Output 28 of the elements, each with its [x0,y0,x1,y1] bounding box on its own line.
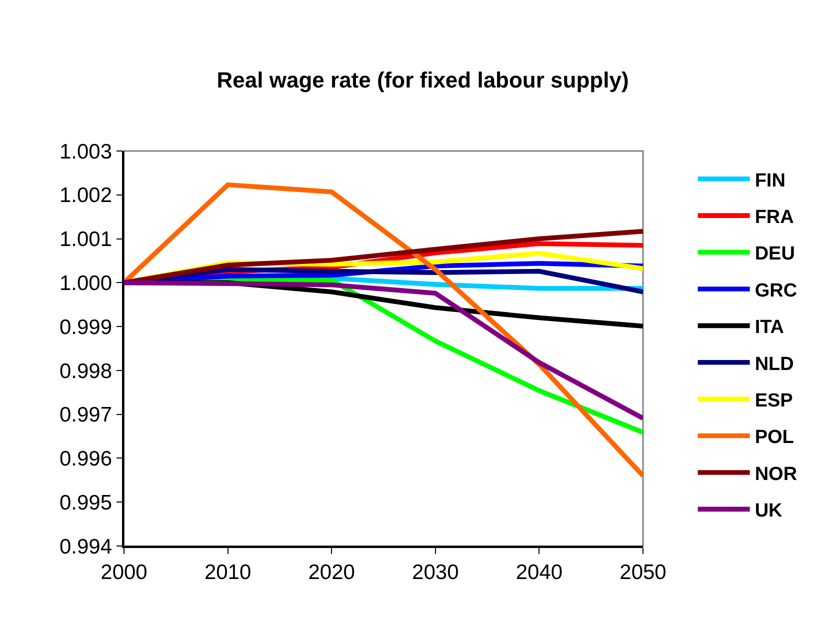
legend-label: NOR [754,464,798,485]
legend-label: POL [754,427,794,448]
y-tick-label: 0.998 [59,360,112,383]
y-tick-label: 1.001 [59,228,112,252]
legend-label: ESP [754,390,794,412]
y-tick-label: 1.002 [59,184,112,208]
chart-title: Real wage rate (for fixed labour supply) [216,68,629,93]
x-tick-label: 2040 [516,560,563,584]
y-tick-label: 0.997 [59,404,112,427]
legend-label: NLD [754,354,794,375]
legend-label: UK [754,500,783,522]
x-tick-label: 2020 [308,560,355,584]
legend-label: DEU [754,244,795,265]
x-tick-label: 2050 [620,560,666,584]
legend-label: FIN [754,170,786,192]
y-tick-label: 1.000 [59,272,112,296]
x-tick-label: 2000 [100,560,148,584]
line-series [124,182,643,478]
y-tick-label: 0.996 [59,448,112,471]
x-tick-label: 2010 [204,560,252,584]
legend-label: FRA [754,206,794,228]
y-tick-label: 0.995 [59,491,112,514]
x-tick-label: 2030 [412,560,459,584]
legend-label: ITA [754,317,784,338]
legend-label: GRC [754,280,798,302]
y-tick-label: 0.994 [59,535,112,558]
y-tick-label: 1.003 [59,140,112,164]
y-tick-label: 0.999 [59,316,112,339]
